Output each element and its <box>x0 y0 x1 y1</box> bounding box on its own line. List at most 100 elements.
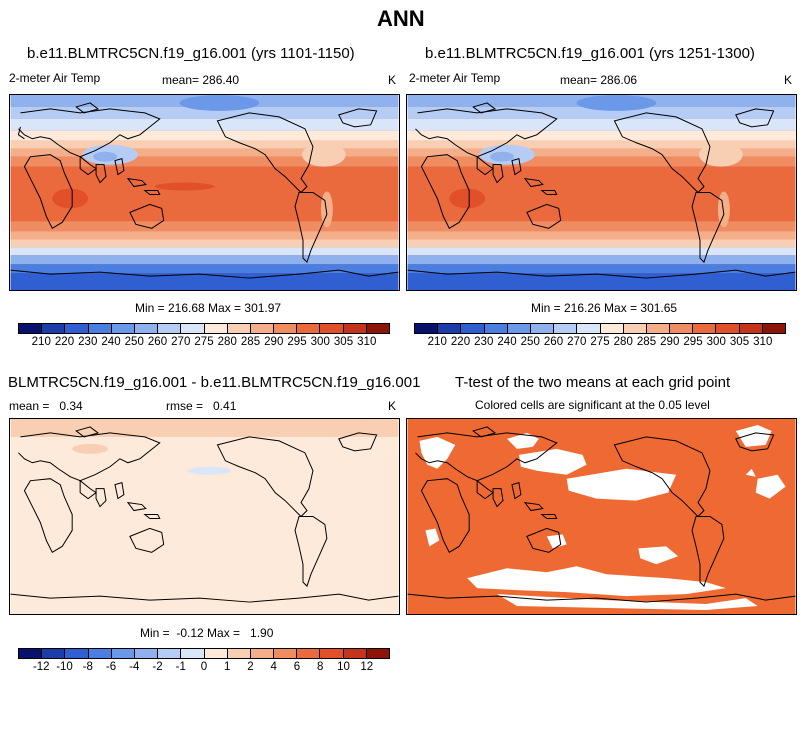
colorbar-swatch <box>739 324 763 333</box>
panel1-variable: 2-meter Air Temp <box>9 71 101 85</box>
colorbar-swatch <box>65 649 89 658</box>
panel1-colorbar-ticks: 210 220 230 240 250 260 270 275 280 285 290 295 300 3… <box>18 336 390 350</box>
colorbar-tick-label: 285 <box>636 336 657 348</box>
panel2-temperature-map <box>406 94 797 291</box>
panel2-colorbar <box>414 323 786 334</box>
colorbar-swatch <box>227 649 251 658</box>
panel3-units: K <box>388 399 397 413</box>
colorbar-tick-label: 0 <box>200 661 208 673</box>
colorbar-tick-label: -8 <box>82 661 93 673</box>
colorbar-swatch <box>554 324 578 333</box>
colorbar-tick-label: 250 <box>124 336 144 348</box>
colorbar-tick-label: 305 <box>729 336 750 348</box>
colorbar-swatch <box>42 649 66 658</box>
panel2-units: K <box>784 73 793 87</box>
colorbar-swatch <box>181 649 205 658</box>
colorbar-tick-label: 2 <box>247 661 254 673</box>
colorbar-swatch <box>716 324 740 333</box>
colorbar-tick-label: 220 <box>450 336 471 348</box>
colorbar-swatch <box>65 324 89 333</box>
colorbar-tick-label: 285 <box>240 336 261 348</box>
colorbar-tick-label: 305 <box>333 336 354 348</box>
colorbar-swatch <box>250 649 275 658</box>
colorbar-swatch <box>343 649 367 658</box>
colorbar-swatch <box>158 649 182 658</box>
colorbar-swatch <box>670 324 694 333</box>
colorbar-swatch <box>274 324 298 333</box>
colorbar-tick-label: 6 <box>293 661 301 673</box>
colorbar-swatch <box>111 324 135 333</box>
colorbar-tick-label: 230 <box>474 336 494 348</box>
colorbar-swatch <box>415 324 439 333</box>
colorbar-swatch <box>600 324 624 333</box>
colorbar-swatch <box>158 324 182 333</box>
colorbar-swatch <box>577 324 601 333</box>
colorbar-tick-label: 310 <box>357 336 377 348</box>
colorbar-tick-label: 240 <box>497 336 517 348</box>
colorbar-tick-label: 1 <box>224 661 231 673</box>
colorbar-tick-label: 220 <box>54 336 75 348</box>
colorbar-swatch <box>88 324 112 333</box>
panel3-title: BLMTRC5CN.f19_g16.001 - b.e11.BLMTRC5CN.… <box>8 374 421 391</box>
colorbar-swatch <box>461 324 485 333</box>
colorbar-swatch <box>42 324 66 333</box>
panel4-title: T-test of the two means at each grid poi… <box>455 374 731 391</box>
panel3-difference-map <box>9 418 400 615</box>
colorbar-swatch <box>320 649 344 658</box>
colorbar-tick-label: -2 <box>152 661 163 673</box>
colorbar-swatch <box>274 649 298 658</box>
colorbar-tick-label: -12 <box>32 661 50 673</box>
panel3-colorbar-ticks: -12 -10 -8 -6 -4 -2 -1 0 1 2 4 6 8 10 12 <box>18 661 390 675</box>
panel1-minmax: Min = 216.68 Max = 301.97 <box>135 301 282 315</box>
colorbar-tick-label: -1 <box>175 661 186 673</box>
figure-title: ANN <box>377 6 425 31</box>
colorbar-swatch <box>297 649 321 658</box>
colorbar-swatch <box>623 324 647 333</box>
colorbar-tick-label: 210 <box>31 336 51 348</box>
colorbar-tick-label: 280 <box>217 336 237 348</box>
panel2-map-svg <box>407 95 796 290</box>
colorbar-tick-label: 295 <box>287 336 307 348</box>
colorbar-tick-label: 230 <box>78 336 98 348</box>
colorbar-tick-label: 290 <box>264 336 284 348</box>
colorbar-tick-label: 4 <box>270 661 277 673</box>
colorbar-swatch <box>366 324 389 333</box>
panel2-title: b.e11.BLMTRC5CN.f19_g16.001 (yrs 1251-13… <box>425 45 755 62</box>
colorbar-swatch <box>19 649 43 658</box>
colorbar-swatch <box>530 324 555 333</box>
colorbar-tick-label: -4 <box>129 661 140 673</box>
panel4-ttest-map <box>406 418 797 615</box>
panel2-variable: 2-meter Air Temp <box>409 71 501 85</box>
colorbar-swatch <box>343 324 367 333</box>
colorbar-swatch <box>19 324 43 333</box>
colorbar-swatch <box>438 324 462 333</box>
panel1-mean: mean= 286.40 <box>162 73 240 87</box>
colorbar-tick-label: 260 <box>543 336 564 348</box>
colorbar-swatch <box>227 324 251 333</box>
colorbar-swatch <box>297 324 321 333</box>
panel3-mean: mean = 0.34 <box>9 399 83 413</box>
panel3-minmax: Min = -0.12 Max = 1.90 <box>140 626 274 640</box>
panel2-minmax: Min = 216.26 Max = 301.65 <box>531 301 678 315</box>
colorbar-tick-label: 10 <box>337 661 350 673</box>
panel1-temperature-map <box>9 94 400 291</box>
panel2-colorbar-ticks: 210 220 230 240 250 260 270 275 280 285 290 295 300 3… <box>414 336 786 350</box>
colorbar-swatch <box>204 324 228 333</box>
panel4-map-svg <box>407 419 796 614</box>
colorbar-tick-label: 270 <box>567 336 587 348</box>
panel1-units: K <box>388 73 397 87</box>
panel1-map-svg <box>10 95 399 290</box>
colorbar-tick-label: 310 <box>753 336 773 348</box>
colorbar-tick-label: 280 <box>613 336 633 348</box>
colorbar-tick-label: 250 <box>520 336 540 348</box>
colorbar-tick-label: 240 <box>101 336 121 348</box>
colorbar-tick-label: 12 <box>360 661 374 673</box>
colorbar-tick-label: -6 <box>105 661 117 673</box>
colorbar-tick-label: 275 <box>194 336 214 348</box>
colorbar-swatch <box>484 324 508 333</box>
panel1-colorbar <box>18 323 390 334</box>
colorbar-swatch <box>181 324 205 333</box>
colorbar-tick-label: 210 <box>427 336 447 348</box>
colorbar-tick-label: 300 <box>310 336 330 348</box>
colorbar-tick-label: 270 <box>171 336 191 348</box>
